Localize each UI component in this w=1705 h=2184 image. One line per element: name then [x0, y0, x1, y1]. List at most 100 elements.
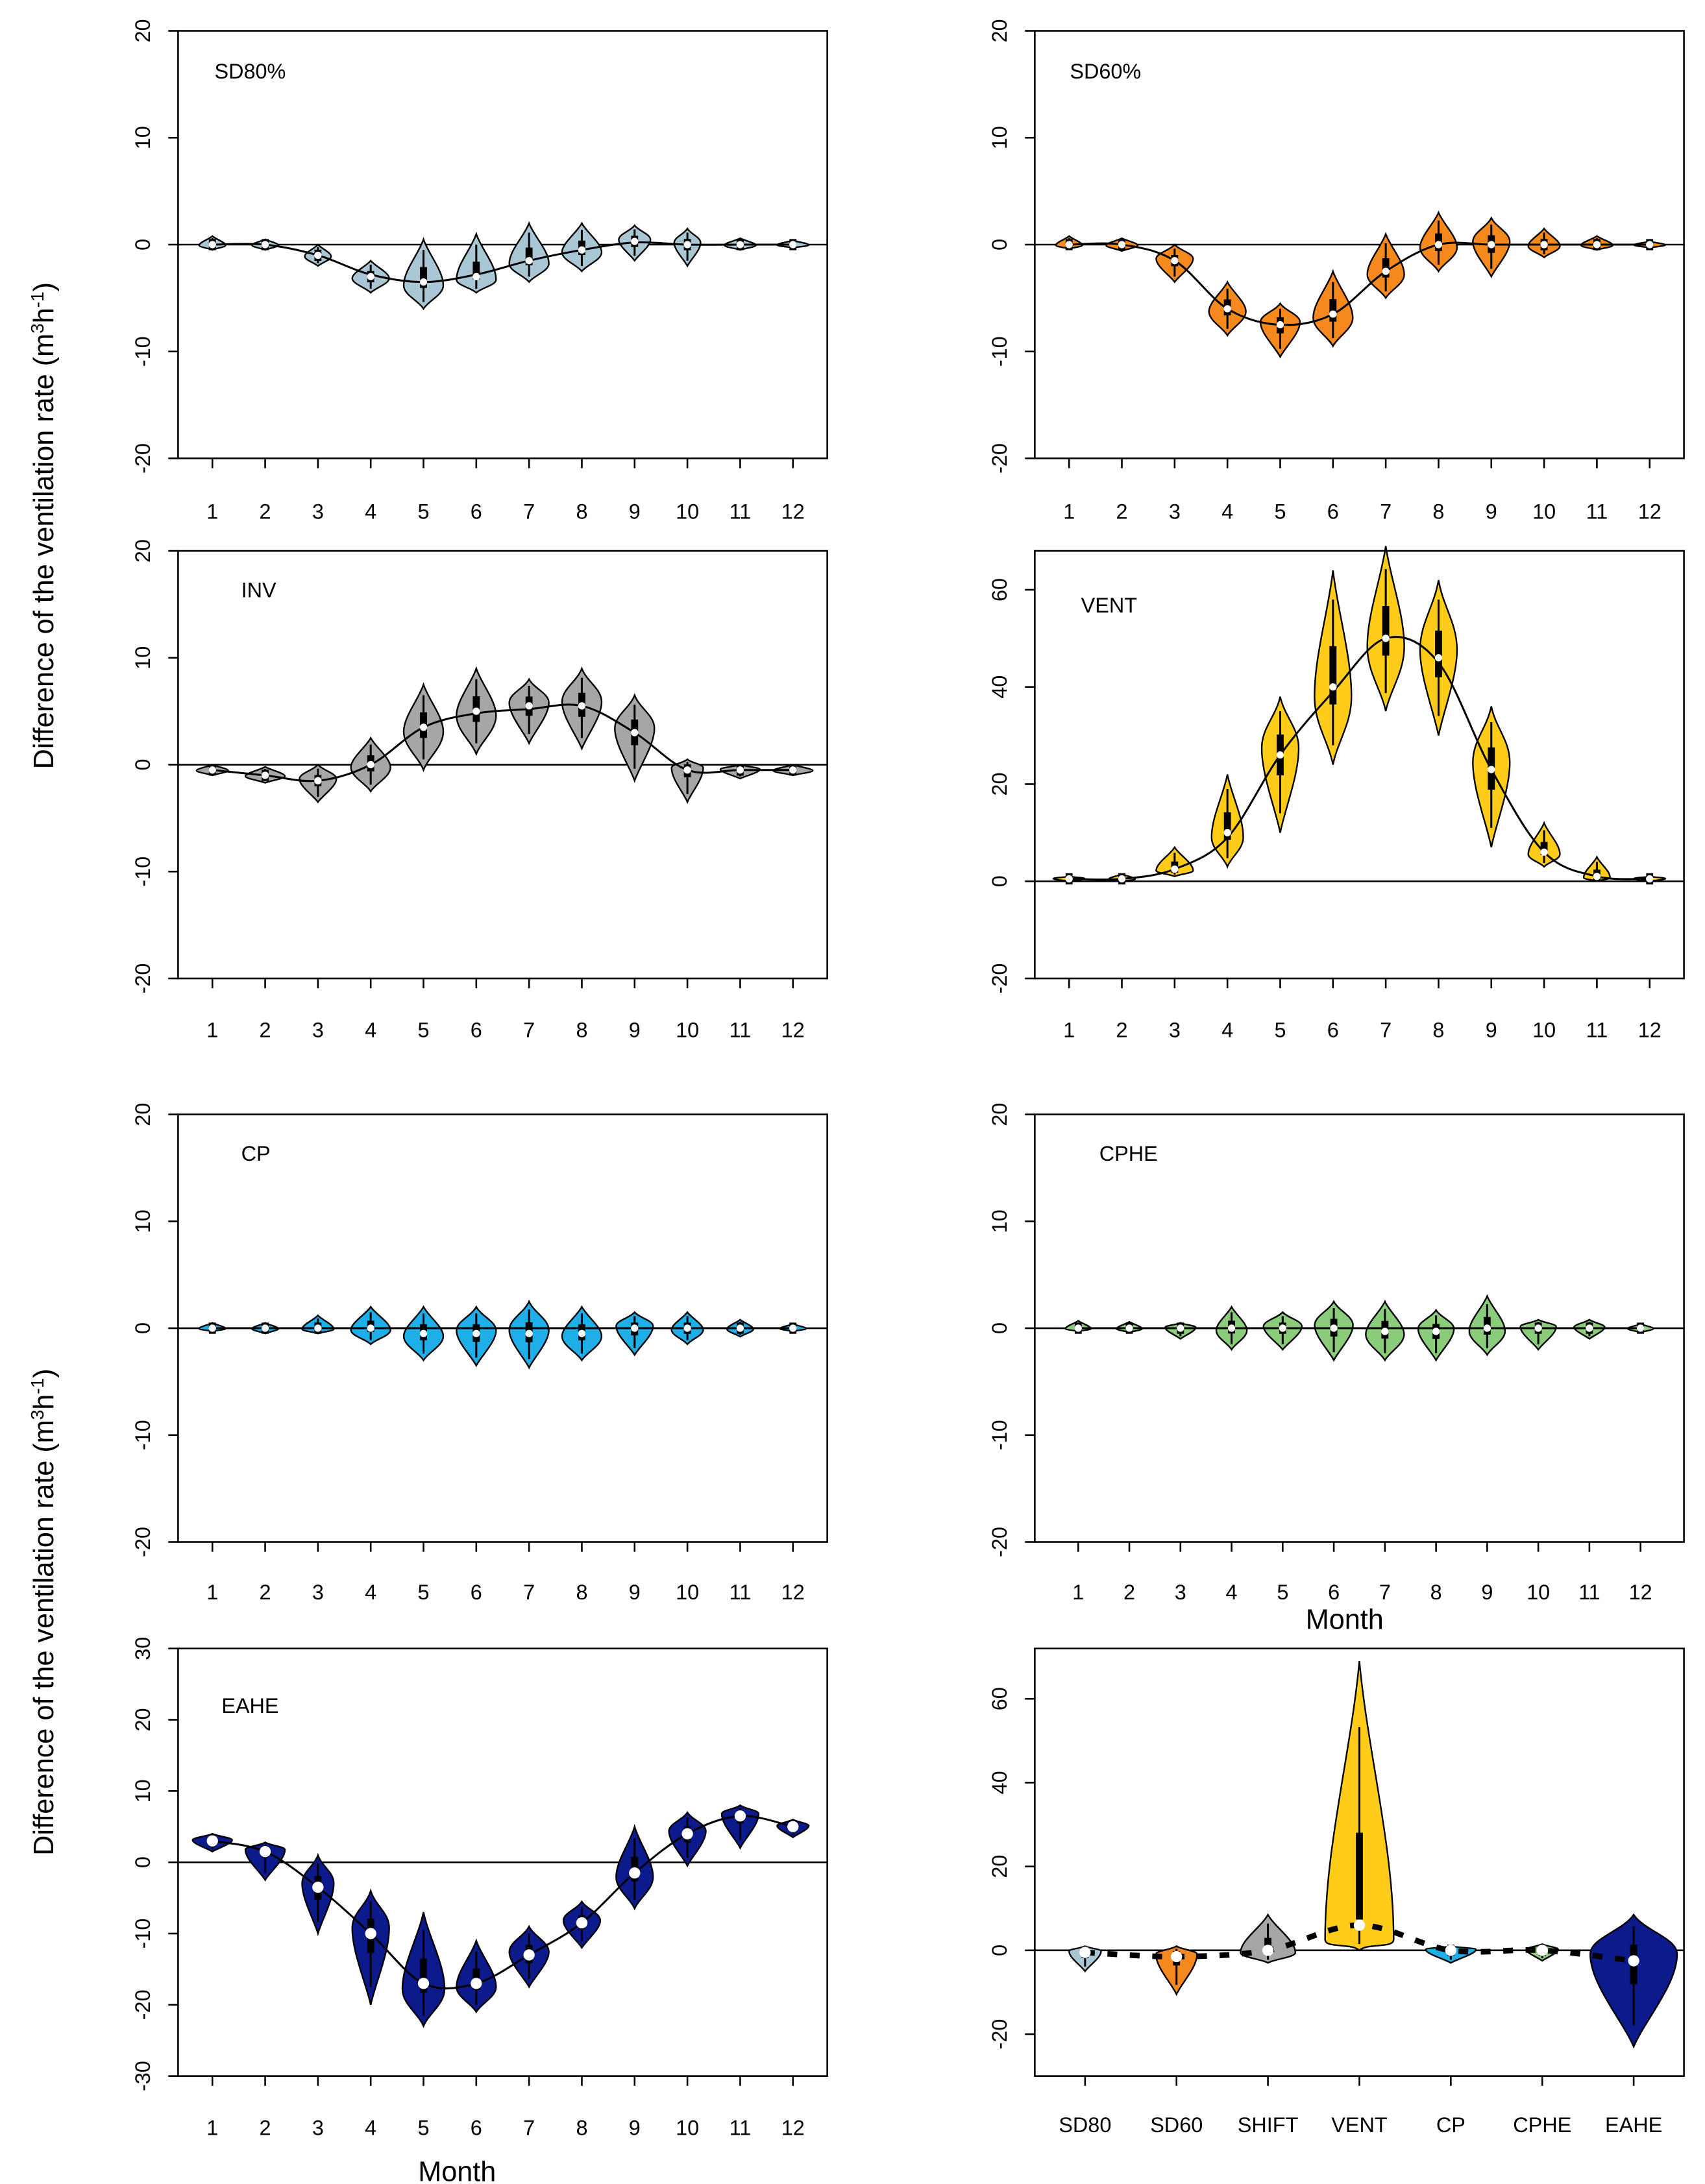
median-point-vent-1 [1065, 875, 1073, 883]
x-tick-label-sd60: 8 [1432, 500, 1444, 523]
median-point-inv-10 [683, 766, 691, 774]
median-point-vent-5 [1276, 751, 1284, 759]
median-point-cp-1 [208, 1324, 216, 1332]
box-vent-7 [1382, 606, 1390, 656]
x-tick-label-sd80: 7 [523, 500, 535, 523]
x-tick-label-sd60: 6 [1327, 500, 1339, 523]
median-point-sd80-1 [208, 241, 216, 249]
x-tick-label-cp: 3 [312, 1581, 324, 1604]
x-tick-label-eahe: 10 [676, 2116, 699, 2139]
x-tick-label-summary: EAHE [1605, 2113, 1662, 2137]
median-point-sd60-6 [1329, 310, 1337, 318]
y-tick-label-summary: 20 [988, 1855, 1011, 1878]
x-tick-label-cphe: 1 [1072, 1581, 1084, 1604]
median-point-vent-10 [1540, 848, 1548, 856]
y-tick-label-vent: 40 [988, 675, 1011, 699]
x-tick-label-inv: 6 [471, 1019, 482, 1042]
median-point-eahe-9 [629, 1867, 641, 1879]
median-point-cp-12 [789, 1324, 797, 1332]
median-point-sd80-12 [789, 241, 797, 249]
median-point-vent-4 [1223, 829, 1231, 836]
median-point-cphe-12 [1637, 1324, 1645, 1332]
x-tick-label-sd60: 7 [1380, 500, 1392, 523]
x-tick-label-sd60: 10 [1532, 500, 1556, 523]
x-tick-label-sd80: 10 [676, 500, 699, 523]
median-point-sd60-3 [1171, 257, 1179, 265]
y-tick-label-cp: -10 [131, 1420, 154, 1450]
x-tick-label-vent: 4 [1221, 1019, 1233, 1042]
y-tick-label-eahe: -30 [131, 2061, 154, 2091]
median-point-cphe-2 [1125, 1324, 1133, 1332]
x-tick-label-vent: 7 [1380, 1019, 1392, 1042]
x-tick-label-vent: 3 [1169, 1019, 1181, 1042]
box-eahe-5 [420, 1958, 427, 1993]
median-point-vent-11 [1593, 873, 1601, 880]
x-tick-label-eahe: 1 [206, 2116, 218, 2139]
y-tick-label-cphe: -10 [988, 1420, 1011, 1450]
x-tick-label-vent: 10 [1532, 1019, 1556, 1042]
box-vent-6 [1329, 646, 1337, 705]
x-tick-label-eahe: 2 [260, 2116, 271, 2139]
median-point-inv-5 [419, 723, 428, 731]
median-point-sd60-1 [1065, 241, 1073, 249]
x-tick-label-sd80: 5 [418, 500, 430, 523]
median-point-cp-6 [472, 1329, 480, 1337]
y-tick-label-sd80: -10 [131, 336, 154, 367]
y-tick-label-sd80: 20 [131, 19, 154, 43]
y-tick-label-cp: 0 [131, 1322, 154, 1334]
x-tick-label-cp: 1 [206, 1581, 218, 1604]
x-tick-label-inv: 2 [260, 1019, 271, 1042]
median-point-summary-SD60 [1171, 1950, 1183, 1963]
y-tick-label-cp: 10 [131, 1209, 154, 1233]
trend-line-inv [212, 703, 793, 783]
median-point-cphe-11 [1586, 1324, 1593, 1332]
median-point-eahe-7 [523, 1949, 535, 1961]
median-point-summary-EAHE [1628, 1955, 1639, 1967]
y-tick-label-sd60: 20 [988, 19, 1011, 43]
median-point-inv-1 [208, 766, 216, 774]
x-tick-label-cphe: 7 [1379, 1581, 1391, 1604]
y-tick-label-sd80: 0 [131, 239, 154, 250]
y-tick-label-eahe: 10 [131, 1779, 154, 1802]
median-point-eahe-8 [576, 1917, 588, 1929]
median-point-summary-CP [1445, 1945, 1456, 1956]
median-point-sd80-5 [419, 278, 428, 286]
x-tick-label-cphe: 6 [1328, 1581, 1340, 1604]
median-point-sd80-6 [472, 273, 480, 281]
x-tick-label-eahe: 3 [312, 2116, 324, 2139]
x-tick-label-eahe: 12 [781, 2116, 805, 2139]
y-tick-label-cphe: 10 [988, 1209, 1011, 1233]
median-point-sd80-7 [525, 257, 533, 265]
median-point-sd60-4 [1223, 305, 1231, 313]
x-tick-label-cp: 6 [471, 1581, 482, 1604]
y-tick-label-sd60: 10 [988, 126, 1011, 149]
x-tick-label-cphe: 4 [1226, 1581, 1238, 1604]
median-point-cp-7 [525, 1329, 533, 1337]
x-tick-label-sd80: 2 [260, 500, 271, 523]
x-tick-label-sd80: 1 [206, 500, 218, 523]
y-tick-label-summary: 0 [988, 1945, 1011, 1956]
x-tick-label-sd60: 3 [1169, 500, 1181, 523]
median-point-cp-2 [261, 1324, 269, 1332]
median-point-cp-8 [578, 1329, 586, 1337]
x-tick-label-vent: 11 [1586, 1019, 1608, 1042]
x-tick-label-cp: 9 [629, 1581, 641, 1604]
x-tick-label-inv: 4 [365, 1019, 376, 1042]
y-tick-label-summary: -20 [988, 2019, 1011, 2050]
x-tick-label-vent: 9 [1486, 1019, 1497, 1042]
y-tick-label-cp: 20 [131, 1103, 154, 1126]
x-tick-label-sd80: 6 [471, 500, 482, 523]
panel-label-cphe: CPHE [1099, 1142, 1158, 1165]
box-sd60-6 [1329, 299, 1337, 322]
y-tick-label-sd60: -20 [988, 443, 1011, 474]
x-tick-label-summary: CP [1436, 2113, 1466, 2137]
median-point-inv-2 [261, 771, 269, 779]
panel-label-vent: VENT [1081, 594, 1138, 617]
y-tick-label-sd60: 0 [988, 239, 1011, 250]
y-tick-label-inv: -20 [131, 964, 154, 994]
median-point-inv-12 [789, 766, 797, 774]
y-tick-label-sd60: -10 [988, 336, 1011, 367]
